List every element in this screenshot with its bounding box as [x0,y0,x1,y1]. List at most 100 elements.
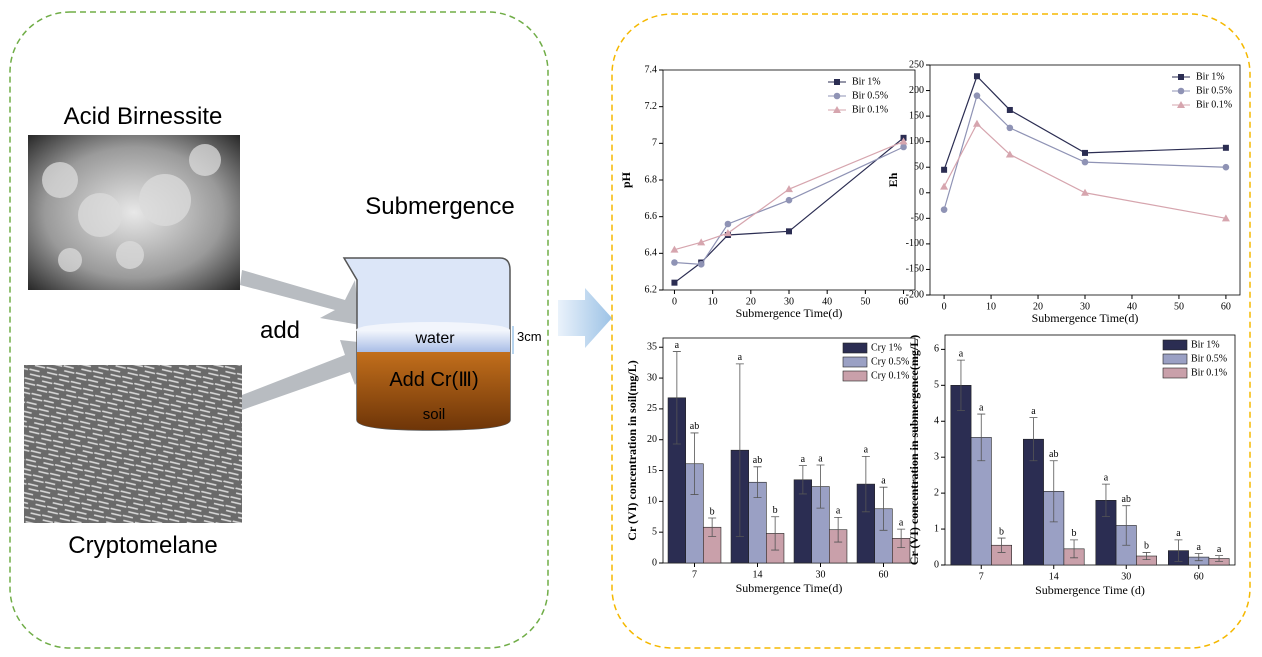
y-tick-label: 4 [934,416,939,427]
y-tick-label: 2 [934,487,939,498]
error-bar [834,516,843,543]
arrow [240,270,360,325]
label: Add Cr(Ⅲ) [389,369,478,391]
significance-letter: b [773,505,778,516]
label: Submergence [365,193,514,220]
y-tick-label: 0 [919,187,924,198]
marker [973,73,980,80]
marker [833,106,841,113]
soil [357,350,510,430]
x-axis-label: Submergence Time(d) [736,581,843,595]
x-tick-label: 60 [1194,571,1204,582]
y-tick-label: 0 [652,557,657,568]
x-tick-label: 30 [816,569,826,580]
y-tick-label: 50 [914,162,924,173]
y-axis-label: Cr (VI) concentration in submergence(mg/… [907,335,921,565]
error-bar [1174,539,1183,562]
legend-swatch [842,342,868,354]
significance-letter: a [801,454,806,465]
significance-letter: a [1197,542,1202,553]
legend-swatch [1162,339,1188,351]
marker [785,196,793,204]
error-bar [1215,555,1224,562]
y-tick-label: 6.8 [645,174,658,185]
error-bar [753,466,762,499]
x-axis-label: Submergence Time(d) [736,306,843,320]
marker [833,92,841,100]
left-panel [9,11,549,649]
y-tick-label: 7.4 [645,64,658,75]
y-tick-label: 10 [647,496,657,507]
arrow [558,288,612,348]
error-bar [1049,460,1058,523]
significance-letter: a [1217,544,1222,555]
marker [900,143,907,151]
y-tick-label: 250 [909,59,924,70]
marker [973,92,981,99]
marker [1222,163,1230,171]
marker [1082,149,1088,156]
legend-label: Bir 0.1% [1191,367,1227,378]
marker [1081,188,1089,196]
significance-letter: b [1144,541,1149,552]
legend-swatch [842,370,868,382]
y-tick-label: 6 [934,344,939,355]
series-line [674,137,904,284]
marker [785,185,793,193]
legend-swatch [842,356,868,368]
marker [786,228,792,235]
significance-letter: a [881,475,886,486]
error-bar [977,413,986,462]
legend-label: Bir 0.1% [852,104,888,115]
label: water [414,330,455,347]
error-bar [708,517,717,537]
legend-label: Bir 1% [1191,339,1220,350]
y-tick-label: 20 [647,434,657,445]
series-line [943,122,1227,219]
significance-letter: ab [1049,449,1058,460]
y-tick-label: 6.2 [645,284,658,295]
marker [1177,87,1185,95]
significance-letter: a [1176,528,1181,539]
significance-letter: a [864,445,869,456]
error-bar [1070,539,1079,559]
marker [834,79,840,85]
legend-label: Bir 0.5% [1196,85,1232,96]
significance-letter: a [818,453,823,464]
marker [1006,106,1013,113]
x-tick-label: 7 [979,571,984,582]
significance-letter: a [959,348,964,359]
x-tick-label: 10 [986,301,996,312]
error-bar [997,537,1006,553]
y-tick-label: 1 [934,523,939,534]
marker [1081,158,1089,166]
marker [671,279,678,286]
x-tick-label: 30 [1080,301,1090,312]
error-bar [735,363,744,537]
marker [1222,144,1229,151]
y-tick-label: -100 [906,238,924,249]
error-bar [897,528,906,548]
x-tick-label: 10 [708,296,718,307]
marker [1178,74,1184,80]
legend-label: Cry 1% [871,342,902,353]
x-tick-label: 20 [1033,301,1043,312]
significance-letter: ab [753,455,762,466]
significance-letter: a [675,340,680,351]
legend-label: Bir 1% [1196,71,1225,82]
significance-letter: a [738,352,743,363]
diagram: Acid Birnessite Cryptomelane add Submerg… [24,103,612,559]
y-tick-label: -150 [906,264,924,275]
significance-letter: b [999,526,1004,537]
legend-swatch [1162,353,1188,365]
series-line [674,146,904,265]
marker [723,229,732,237]
x-tick-label: 7 [692,569,697,580]
marker [1221,214,1230,222]
marker [697,261,705,268]
y-tick-label: 7 [652,138,657,149]
error-bar [1101,483,1110,517]
x-axis-label: Submergence Time(d) [1032,311,1139,325]
error-bar [1029,417,1038,462]
